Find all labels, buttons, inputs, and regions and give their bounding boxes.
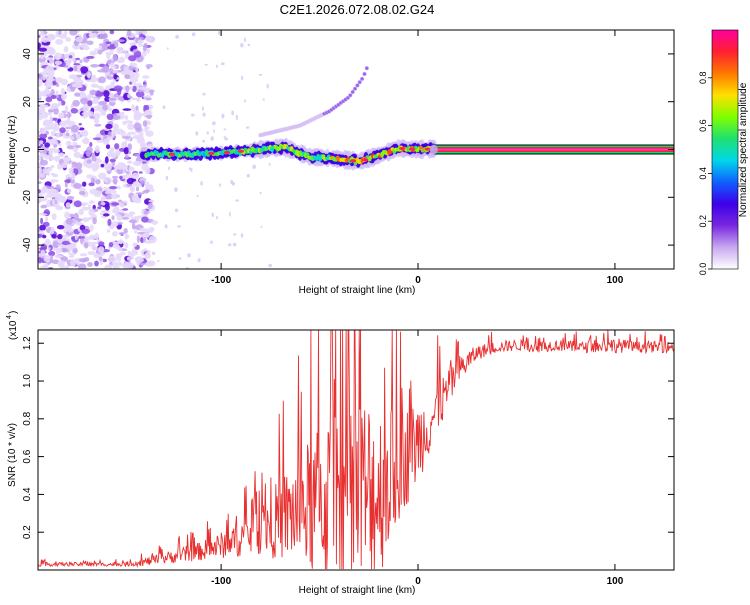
colorbar-label: Normalized spectral amplitude <box>738 82 749 217</box>
spectrogram-content <box>38 30 674 269</box>
snr-xlabel: Height of straight line (km) <box>299 585 416 596</box>
spectrogram-ylabel: Frequency (Hz) <box>7 116 18 185</box>
snr-multiplier-base: (x10 <box>8 320 19 340</box>
snr-multiplier: (x10 4 ) <box>6 311 19 340</box>
spectrogram-xtick-label: -100 <box>211 275 231 286</box>
spectrogram-ytick-label: -20 <box>22 190 33 205</box>
snr-multiplier-exp: 4 <box>6 315 13 319</box>
snr-multiplier-close: ) <box>8 311 19 314</box>
snr-content <box>38 330 674 570</box>
chart-title: C2E1.2026.072.08.02.G24 <box>280 2 435 17</box>
colorbar: 0.0 0.2 0.4 0.6 0.8 Normalized spectral ampl… <box>698 29 749 276</box>
snr-line <box>38 330 674 570</box>
spectrogram-ytick-label: 20 <box>22 96 33 108</box>
snr-ticks: -100 0 100 0.2 0.4 0.6 0.8 1.0 1.2 <box>22 330 674 587</box>
snr-ytick-label: 0.8 <box>22 411 33 425</box>
spectrogram-ytick-label: 40 <box>22 48 33 60</box>
colorbar-ticks: 0.0 0.2 0.4 0.6 0.8 <box>698 72 712 276</box>
snr-frame <box>37 329 675 571</box>
snr-ytick-label: 1.0 <box>22 374 33 388</box>
colorbar-tick-label: 0.4 <box>698 167 708 180</box>
snr-xtick-label: 0 <box>415 576 421 587</box>
snr-ytick-label: 0.2 <box>22 525 33 539</box>
colorbar-tick-label: 0.8 <box>698 72 708 85</box>
snr-xtick-label: 100 <box>607 576 624 587</box>
snr-ytick-label: 0.6 <box>22 449 33 463</box>
spectrogram-ytick-label: 0 <box>22 146 33 152</box>
colorbar-gradient <box>711 29 739 270</box>
snr-panel: -100 0 100 0.2 0.4 0.6 0.8 1.0 1.2 Height of str… <box>6 311 675 596</box>
colorbar-tick-label: 0.0 <box>698 263 708 276</box>
snr-ytick-label: 1.2 <box>22 336 33 350</box>
colorbar-tick-label: 0.6 <box>698 119 708 132</box>
spectrogram-ticks: -100 0 100 -40 -20 0 20 40 <box>22 30 674 286</box>
spectrogram-ytick-label: -40 <box>22 237 33 252</box>
snr-xtick-label: -100 <box>211 576 231 587</box>
colorbar-tick-label: 0.2 <box>698 215 708 228</box>
snr-ylabel: SNR (10 * v/v) <box>7 423 18 487</box>
snr-ytick-label: 0.4 <box>22 487 33 501</box>
spectrogram-xlabel: Height of straight line (km) <box>299 285 416 296</box>
spectrogram-xtick-label: 0 <box>415 275 421 286</box>
spectrogram-panel: -100 0 100 -40 -20 0 20 40 Height of straight l… <box>7 29 675 296</box>
spectrogram-xtick-label: 100 <box>607 275 624 286</box>
